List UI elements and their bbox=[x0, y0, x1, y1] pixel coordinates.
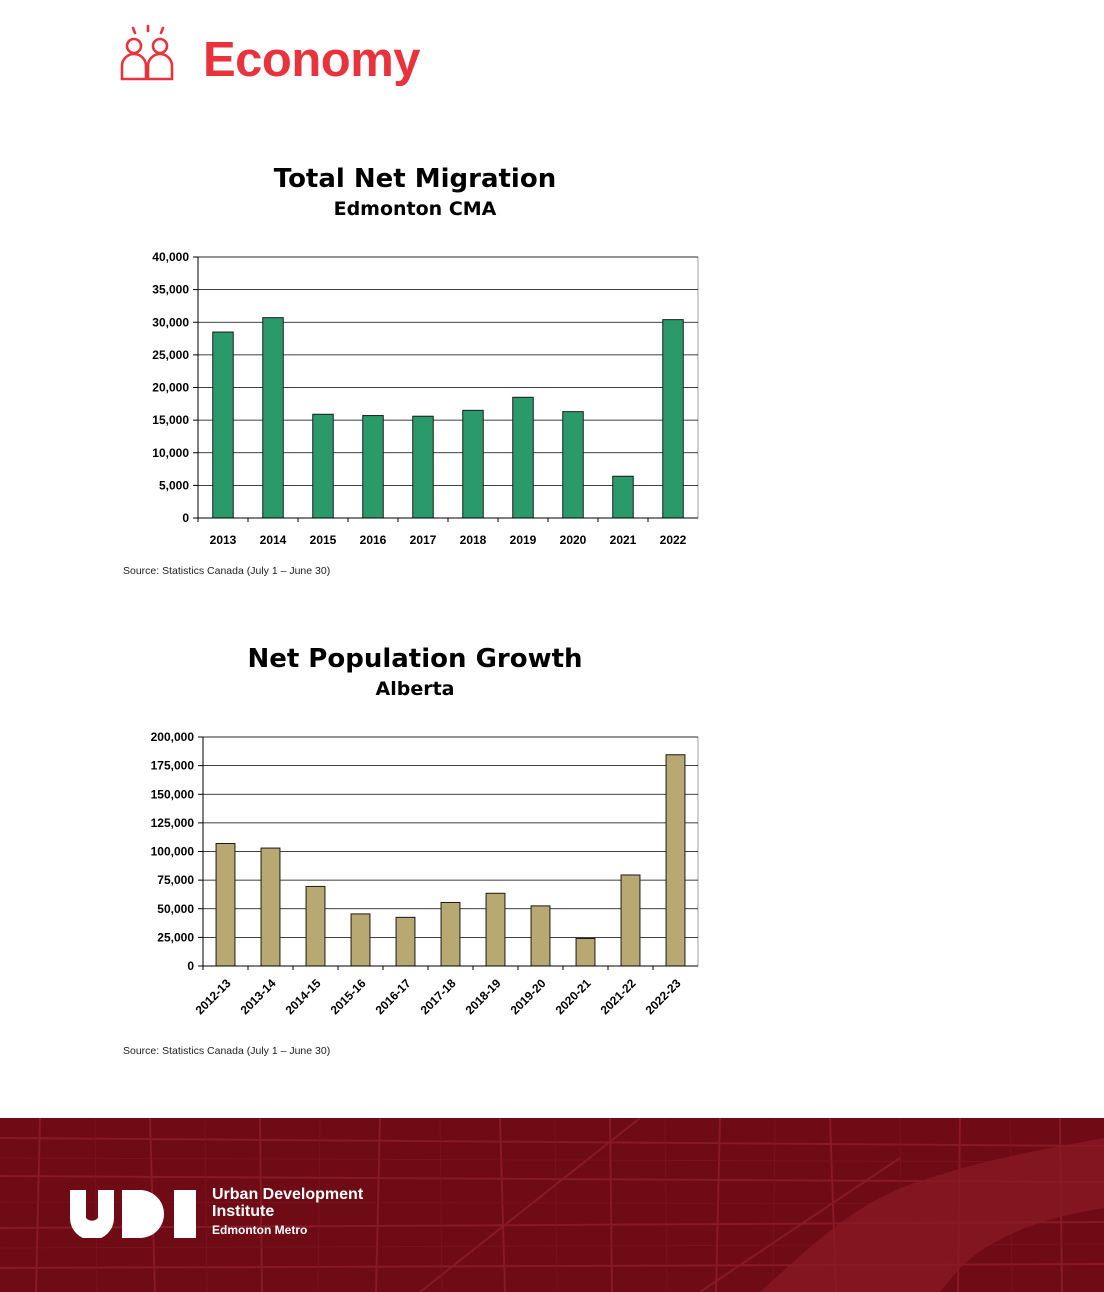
x-tick-label: 2014-15 bbox=[283, 976, 324, 1017]
y-tick-label: 125,000 bbox=[151, 816, 195, 830]
chart-subtitle: Edmonton CMA bbox=[333, 198, 497, 220]
bar bbox=[305, 885, 326, 967]
bar bbox=[212, 331, 234, 519]
bar bbox=[362, 415, 384, 519]
bar bbox=[575, 938, 596, 967]
footer: Urban Development Institute Edmonton Met… bbox=[0, 1118, 1104, 1292]
source-note: Source: Statistics Canada (July 1 – June… bbox=[123, 565, 331, 577]
bar bbox=[462, 409, 484, 519]
bar bbox=[412, 415, 434, 519]
y-tick-label: 25,000 bbox=[157, 930, 194, 944]
y-tick-label: 0 bbox=[182, 511, 189, 525]
people-icon bbox=[120, 24, 174, 81]
y-tick-label: 10,000 bbox=[152, 446, 189, 460]
bar bbox=[215, 842, 236, 967]
org-line-1: Urban Development bbox=[212, 1186, 364, 1203]
y-tick-label: 0 bbox=[187, 959, 194, 973]
x-tick-label: 2015 bbox=[310, 533, 337, 547]
source-note: Source: Statistics Canada (July 1 – June… bbox=[123, 1045, 331, 1057]
net-migration-chart: Total Net Migration Edmonton CMA 0 5,000 1… bbox=[120, 160, 720, 590]
x-tick-label: 2018-19 bbox=[463, 976, 504, 1017]
x-tick-label: 2013-14 bbox=[238, 976, 279, 1017]
y-tick-label: 100,000 bbox=[151, 845, 195, 859]
bar bbox=[440, 901, 461, 967]
bar bbox=[485, 892, 506, 967]
bar bbox=[395, 916, 416, 967]
bar bbox=[350, 913, 371, 967]
y-tick-label: 175,000 bbox=[151, 759, 195, 773]
chart-title: Net Population Growth bbox=[247, 644, 583, 674]
y-tick-label: 25,000 bbox=[152, 348, 189, 362]
y-tick-label: 35,000 bbox=[152, 283, 189, 297]
x-tick-label: 2019-20 bbox=[508, 976, 549, 1017]
bar bbox=[262, 317, 284, 519]
y-tick-label: 50,000 bbox=[157, 902, 194, 916]
x-tick-label: 2021-22 bbox=[598, 976, 639, 1017]
bar bbox=[530, 905, 551, 967]
population-growth-chart: Net Population Growth Alberta 0 25,000 50,… bbox=[120, 640, 720, 1070]
x-tick-label: 2015-16 bbox=[328, 976, 369, 1017]
org-line-3: Edmonton Metro bbox=[212, 1223, 308, 1237]
x-tick-label: 2013 bbox=[210, 533, 237, 547]
y-tick-label: 20,000 bbox=[152, 381, 189, 395]
x-tick-label: 2016-17 bbox=[373, 976, 414, 1017]
x-tick-label: 2016 bbox=[360, 533, 387, 547]
bar bbox=[312, 413, 334, 519]
page-title: Economy bbox=[203, 33, 421, 87]
y-tick-label: 30,000 bbox=[152, 315, 189, 329]
organization-name: Urban Development Institute Edmonton Met… bbox=[212, 1186, 363, 1239]
x-tick-label: 2022 bbox=[660, 533, 687, 547]
city-map-background bbox=[0, 1118, 1104, 1292]
chart-subtitle: Alberta bbox=[375, 678, 455, 700]
x-tick-label: 2017-18 bbox=[418, 976, 459, 1017]
y-tick-label: 200,000 bbox=[151, 730, 195, 744]
org-line-2: Institute bbox=[212, 1203, 275, 1220]
bar bbox=[662, 319, 684, 519]
bar bbox=[562, 411, 584, 519]
bar bbox=[620, 874, 641, 967]
y-tick-label: 150,000 bbox=[151, 787, 195, 801]
x-tick-label: 2017 bbox=[410, 533, 437, 547]
y-tick-label: 75,000 bbox=[157, 873, 194, 887]
y-tick-label: 5,000 bbox=[159, 478, 189, 492]
x-tick-label: 2014 bbox=[260, 533, 287, 547]
bar bbox=[512, 396, 534, 519]
x-tick-label: 2020 bbox=[560, 533, 587, 547]
bar bbox=[260, 847, 281, 967]
chart-title: Total Net Migration bbox=[273, 164, 557, 194]
y-tick-label: 15,000 bbox=[152, 413, 189, 427]
x-tick-label: 2018 bbox=[460, 533, 487, 547]
bar bbox=[665, 754, 686, 967]
population-growth-plot: 0 25,000 50,000 75,000 100,000 125,000 150,000… bbox=[151, 730, 699, 1017]
x-tick-label: 2019 bbox=[510, 533, 537, 547]
y-tick-label: 40,000 bbox=[152, 250, 189, 264]
x-tick-label: 2012-13 bbox=[193, 976, 234, 1017]
x-tick-label: 2020-21 bbox=[553, 976, 594, 1017]
udi-logo bbox=[70, 1190, 196, 1238]
x-tick-label: 2021 bbox=[610, 533, 637, 547]
net-migration-plot: 0 5,000 10,000 15,000 20,000 25,000 30,000 35,0… bbox=[152, 250, 699, 547]
x-tick-label: 2022-23 bbox=[643, 976, 684, 1017]
page-header: Economy bbox=[118, 24, 618, 90]
bar bbox=[612, 475, 634, 519]
